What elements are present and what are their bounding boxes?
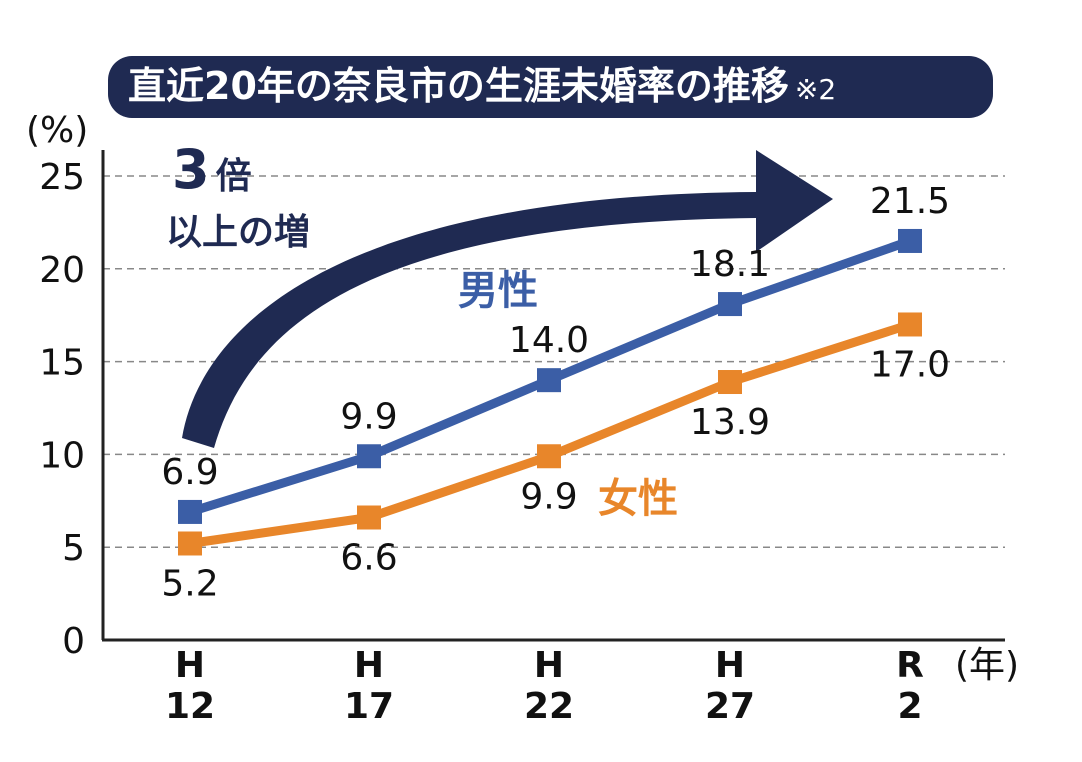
x-tick-label-bottom: 12 — [165, 686, 215, 727]
title-background — [108, 56, 993, 118]
annotation-text: 以上の増 — [166, 212, 310, 253]
x-tick-label-bottom: 22 — [524, 686, 574, 727]
x-tick-label-bottom: 17 — [344, 686, 394, 727]
data-point — [537, 368, 561, 393]
data-point — [178, 531, 202, 556]
y-axis-unit-label: (%) — [26, 110, 88, 151]
data-point — [357, 505, 381, 530]
x-tick-label-bottom: 2 — [897, 686, 922, 727]
data-point — [898, 312, 922, 337]
chart-title-note: ※2 — [795, 73, 836, 106]
x-tick-label-top: H — [175, 645, 205, 686]
data-label: 6.9 — [161, 452, 218, 493]
x-tick-label-top: H — [715, 645, 745, 686]
series-layer: 6.9 9.9 14.0 18.1 21.5 5.2 6.6 9.9 13.9 17.0 — [161, 181, 950, 605]
series-male: 6.9 9.9 14.0 18.1 21.5 — [161, 181, 950, 524]
data-label: 17.0 — [870, 344, 950, 385]
y-tick-label: 20 — [39, 250, 85, 291]
data-point — [718, 370, 742, 395]
y-tick-label: 5 — [62, 528, 85, 569]
data-label: 9.9 — [520, 476, 577, 517]
data-point — [537, 444, 561, 469]
series-name-female: 女性 — [598, 476, 678, 522]
series-female: 5.2 6.6 9.9 13.9 17.0 — [161, 312, 950, 604]
annotation-multiplier-suffix: 倍 — [216, 156, 252, 197]
data-label: 6.6 — [340, 538, 397, 579]
y-tick-labels: 0 5 10 15 20 25 — [39, 157, 85, 662]
x-tick-label-top: H — [534, 645, 564, 686]
title-banner: 直近20年の奈良市の生涯未婚率の推移 ※2 — [108, 56, 993, 118]
data-point — [357, 444, 381, 469]
chart-title-main: 直近20年の奈良市の生涯未婚率の推移 — [128, 64, 789, 108]
x-tick-label-top: R — [896, 645, 924, 686]
y-tick-label: 15 — [39, 343, 85, 384]
growth-arrow-icon — [182, 150, 833, 448]
series-name-male: 男性 — [458, 268, 538, 314]
data-point — [898, 228, 922, 253]
data-point — [718, 292, 742, 317]
annotation-multiplier-number: 3 — [172, 138, 210, 201]
data-label: 18.1 — [690, 244, 770, 285]
x-tick-label-bottom: 27 — [705, 686, 755, 727]
x-tick-label-top: H — [354, 645, 384, 686]
x-axis-unit-label: (年) — [955, 645, 1019, 686]
data-label: 21.5 — [870, 181, 950, 222]
data-label: 5.2 — [161, 563, 218, 604]
y-tick-label: 25 — [39, 157, 85, 198]
data-label: 14.0 — [509, 320, 589, 361]
y-tick-label: 10 — [39, 435, 85, 476]
chart-title: 直近20年の奈良市の生涯未婚率の推移 ※2 — [128, 64, 836, 108]
data-point — [178, 499, 202, 524]
data-label: 13.9 — [690, 402, 770, 443]
y-tick-label: 0 — [62, 621, 85, 662]
data-label: 9.9 — [340, 396, 397, 437]
